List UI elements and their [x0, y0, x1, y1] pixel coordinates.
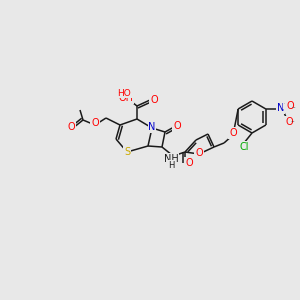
Text: N: N [148, 122, 156, 132]
Text: Cl: Cl [239, 142, 249, 152]
Text: HO: HO [117, 88, 131, 98]
Text: O: O [150, 95, 158, 105]
Text: S: S [124, 147, 130, 157]
Text: O: O [229, 128, 237, 138]
Text: O: O [285, 117, 293, 127]
Text: N: N [277, 103, 284, 113]
Text: O: O [173, 121, 181, 131]
Text: +: + [284, 100, 290, 109]
Text: NH: NH [164, 154, 178, 164]
Text: O: O [185, 158, 193, 168]
Text: O: O [91, 118, 99, 128]
Text: ⁻: ⁻ [291, 120, 295, 126]
Text: H: H [168, 160, 174, 169]
Text: ⁻: ⁻ [292, 106, 296, 112]
Text: O: O [67, 122, 75, 132]
Text: OH: OH [118, 93, 134, 103]
Text: O: O [286, 101, 294, 111]
Text: O: O [195, 148, 203, 158]
